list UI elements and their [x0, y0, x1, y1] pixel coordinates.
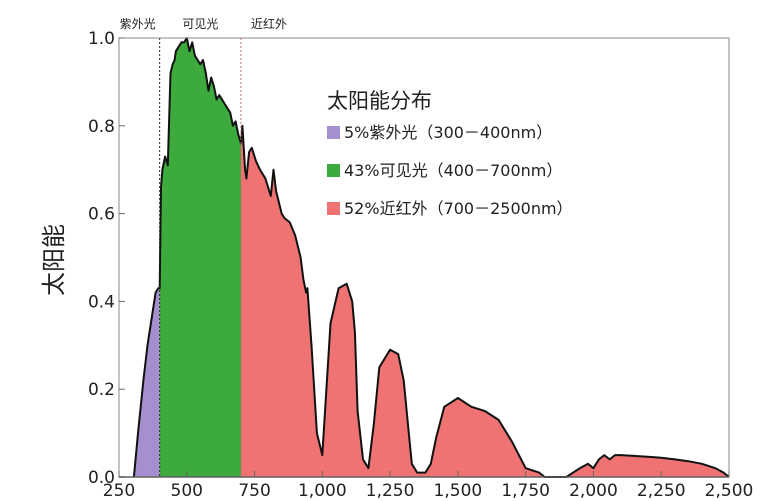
- y-tick-label: 0.8: [88, 117, 115, 137]
- legend: 太阳能分布 5%紫外光（300－400nm）43%可见光（400－700nm）5…: [327, 89, 573, 218]
- legend-label: 52%近红外（700－2500nm）: [344, 199, 573, 218]
- x-tick-label: 1,000: [298, 481, 347, 501]
- x-tick-label: 750: [238, 481, 270, 501]
- band-label-2: 近红外: [251, 16, 287, 31]
- x-tick-label: 1,250: [366, 481, 415, 501]
- x-tick-label: 1,500: [434, 481, 483, 501]
- legend-swatch: [327, 164, 340, 177]
- x-tick-label: 2,250: [637, 481, 686, 501]
- band-label-1: 可见光: [182, 17, 218, 31]
- x-tick-label: 2,000: [569, 481, 618, 501]
- legend-label: 43%可见光（400－700nm）: [344, 161, 562, 180]
- legend-swatch: [327, 126, 340, 139]
- x-tick-label: 1,750: [501, 481, 550, 501]
- legend-label: 5%紫外光（300－400nm）: [344, 123, 552, 142]
- x-tick-label: 250: [103, 481, 135, 501]
- series-area-2: [241, 125, 729, 478]
- y-tick-label: 0.4: [88, 292, 115, 312]
- legend-items: 5%紫外光（300－400nm） 43%可见光（400－700nm） 52%近红外（…: [327, 123, 573, 218]
- y-axis-label: 太阳能: [40, 224, 68, 296]
- band-dividers: [159, 38, 242, 477]
- plot-frame: [118, 37, 730, 478]
- band-label-0: 紫外光: [120, 17, 156, 31]
- y-tick-label: 0.0: [88, 468, 115, 488]
- series-area-0: [133, 288, 160, 477]
- x-tick-label: 500: [171, 481, 203, 501]
- legend-swatch: [327, 202, 340, 215]
- band-labels: 紫外光 可见光 近红外: [120, 16, 287, 31]
- y-tick-label: 1.0: [88, 29, 115, 49]
- y-tick-label: 0.6: [88, 205, 115, 225]
- legend-title: 太阳能分布: [327, 89, 432, 113]
- y-tick-label: 0.2: [88, 380, 115, 400]
- axes: 0.0 0.2 0.4 0.6 0.8 1.0 250 500 750 1,000 1,250 1,5…: [88, 29, 753, 501]
- x-tick-label: 2,500: [705, 481, 754, 501]
- series-area-1: [159, 38, 241, 477]
